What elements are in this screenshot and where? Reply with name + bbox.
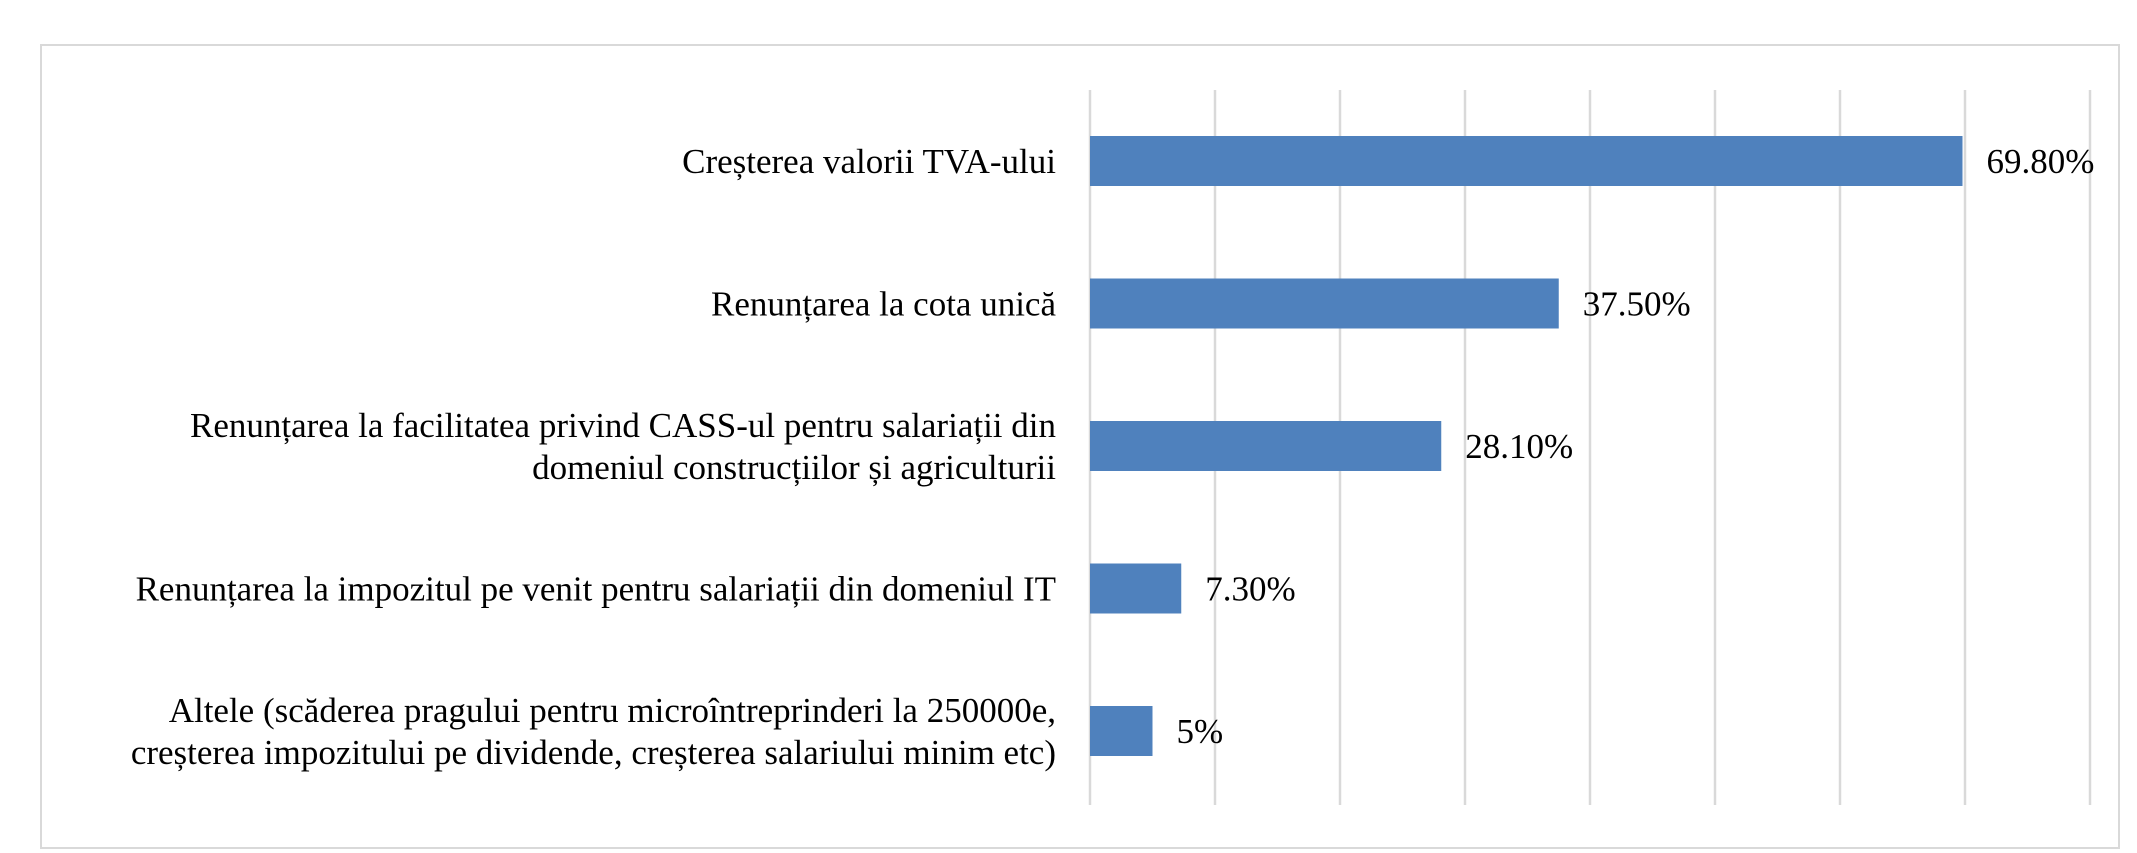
data-label-1: 69.80% (1987, 142, 2095, 181)
data-label-5: 5% (1177, 712, 1224, 751)
category-label-3-line-2: domeniul construcțiilor și agriculturii (532, 448, 1056, 487)
category-label-5-line-2: creșterea impozitului pe dividende, creș… (131, 733, 1056, 772)
category-label-5-line-1: Altele (scăderea pragului pentru microîn… (169, 691, 1056, 730)
data-label-2: 37.50% (1583, 285, 1691, 324)
category-label-4: Renunțarea la impozitul pe venit pentru … (136, 570, 1056, 609)
category-label-3-line-1: Renunțarea la facilitatea privind CASS-u… (190, 406, 1056, 445)
data-label-3: 28.10% (1465, 427, 1573, 466)
category-label-1: Creșterea valorii TVA-ului (682, 142, 1056, 181)
bar-5 (1090, 706, 1153, 756)
bar-4 (1090, 563, 1182, 614)
bar-1 (1090, 136, 1963, 186)
category-label-2: Renunțarea la cota unică (711, 285, 1056, 324)
bar-3 (1090, 421, 1442, 471)
bar-2 (1090, 278, 1559, 329)
data-label-4: 7.30% (1205, 570, 1295, 609)
